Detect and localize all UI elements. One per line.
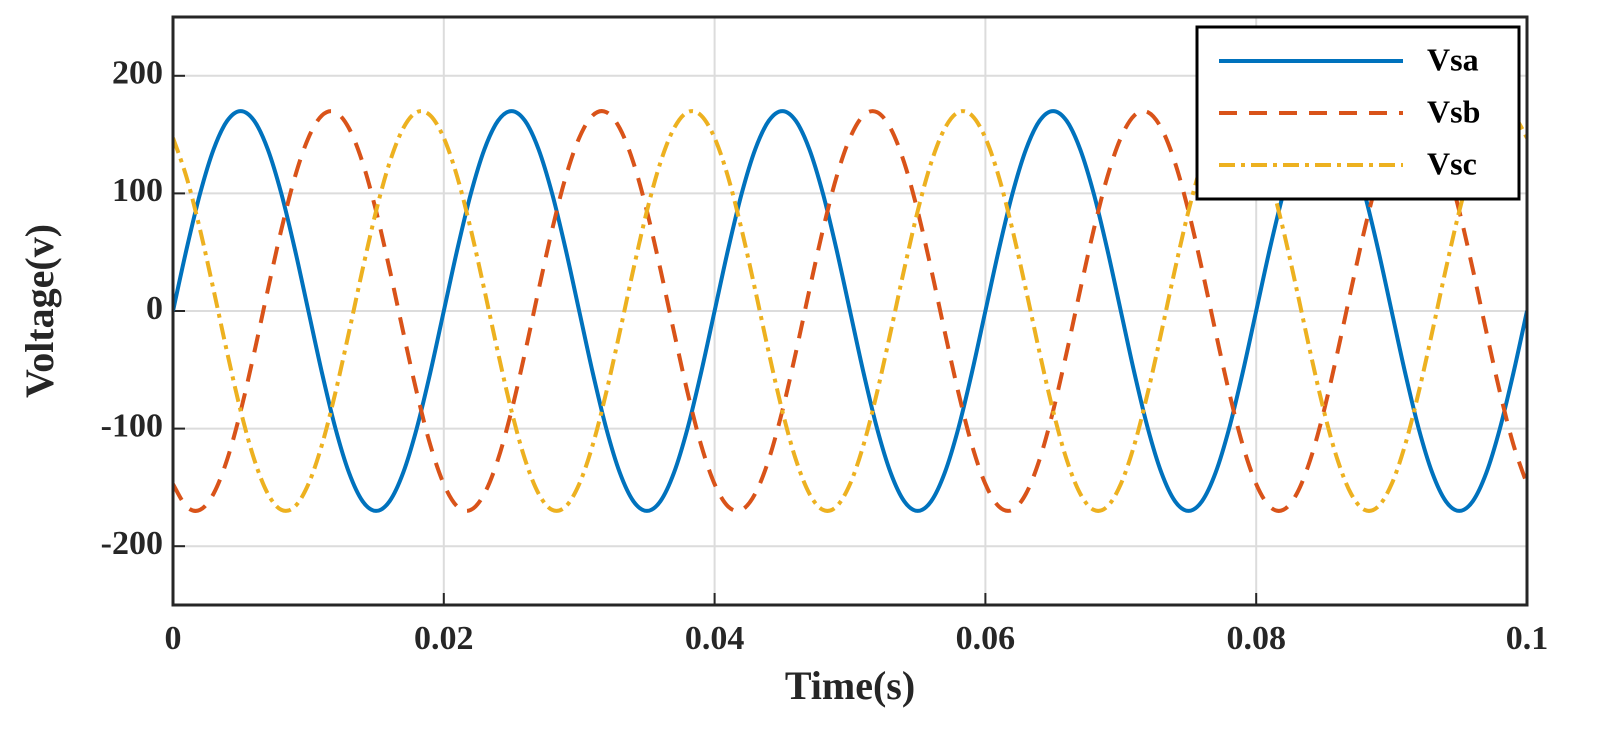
line-series — [173, 109, 1527, 513]
axes-box — [171, 15, 1529, 607]
y-tick-label: 100 — [112, 172, 163, 209]
y-tick-label: -100 — [101, 407, 163, 444]
x-tick-label: 0.1 — [1506, 620, 1549, 657]
y-tick-label: -200 — [101, 525, 163, 562]
x-tick-label: 0 — [165, 620, 182, 657]
x-axis-label: Time(s) — [785, 663, 915, 708]
legend-label: Vsa — [1427, 41, 1479, 77]
x-tick-label: 0.08 — [1226, 620, 1286, 657]
line-series — [173, 109, 1527, 513]
legend-label: Vsc — [1427, 145, 1477, 181]
legend-label: Vsb — [1427, 93, 1480, 129]
x-tick-label: 0.02 — [414, 620, 474, 657]
y-tick-label: 0 — [146, 290, 163, 327]
y-axis-label: Voltage(v) — [17, 224, 62, 398]
x-tick-label: 0.04 — [685, 620, 745, 657]
x-tick-label: 0.06 — [956, 620, 1016, 657]
y-tick-label: 200 — [112, 55, 163, 92]
